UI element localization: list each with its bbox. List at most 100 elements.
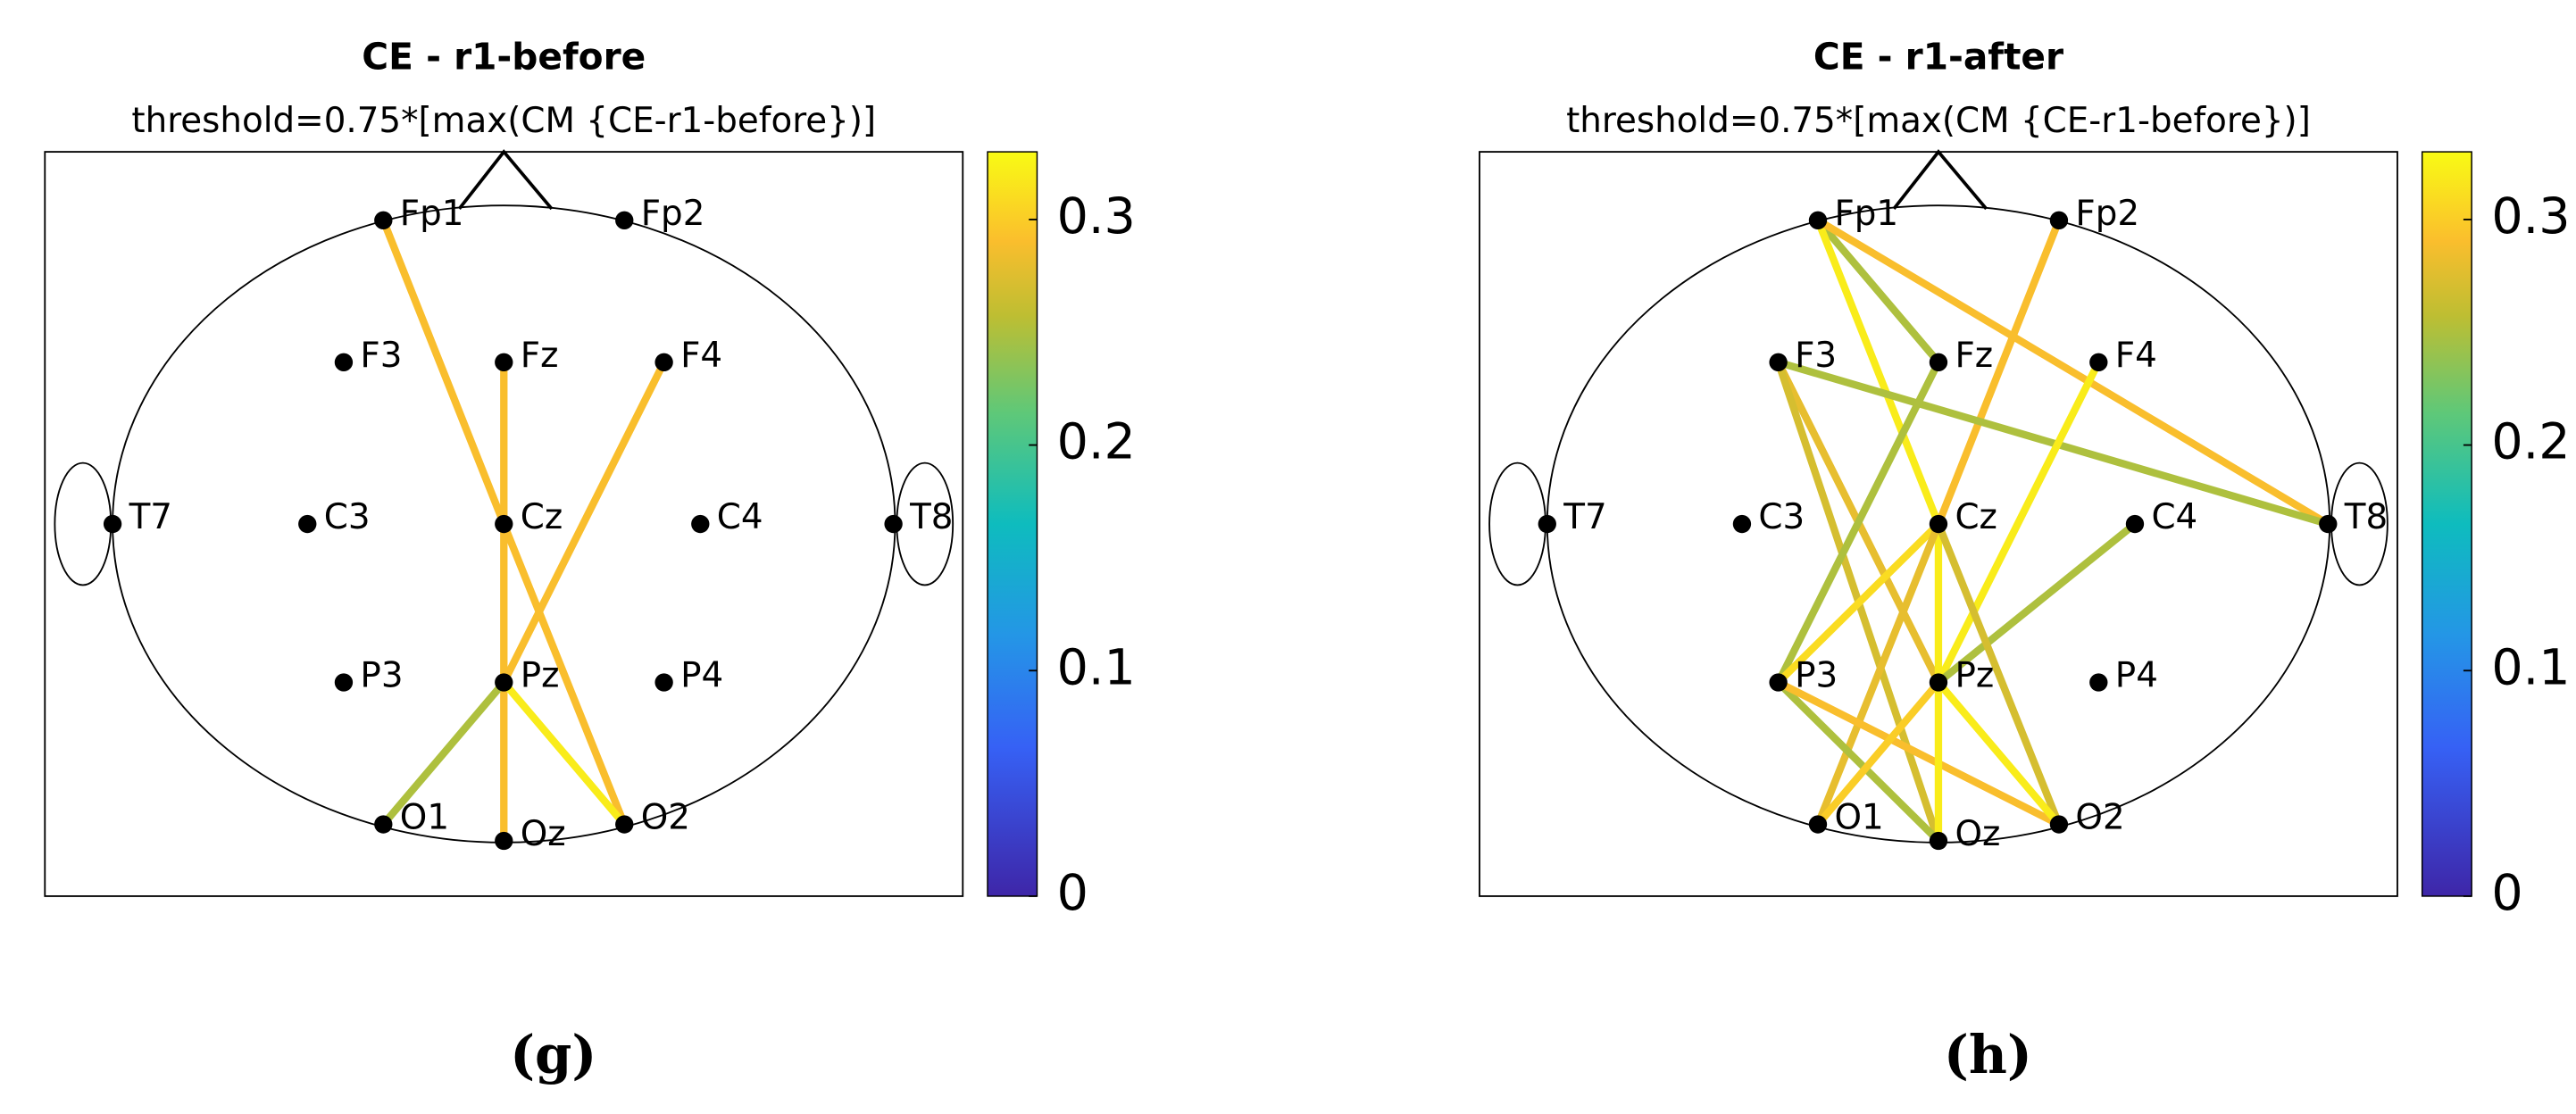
title: CE - r1-before xyxy=(362,36,646,79)
electrode-label: Fz xyxy=(521,336,559,376)
electrode-label: C4 xyxy=(717,497,763,537)
electrode-label: Fp1 xyxy=(1834,194,1898,234)
electrode-label: T7 xyxy=(1563,497,1606,537)
electrode-label: P4 xyxy=(2115,655,2158,695)
subtitle: threshold=0.75*[max(CM {CE-r1-before})] xyxy=(131,101,876,141)
connection xyxy=(1934,520,2139,686)
electrode-label: O1 xyxy=(1834,797,1883,837)
colorbar-tick-label: 0.1 xyxy=(1057,639,1136,696)
electrode xyxy=(884,514,903,534)
connection xyxy=(1774,678,1943,845)
electrode xyxy=(374,211,393,229)
connection xyxy=(500,678,629,828)
electrode-label: Fp1 xyxy=(400,194,464,234)
connection xyxy=(500,520,629,828)
electrode xyxy=(103,514,122,534)
electrode-label: Oz xyxy=(521,814,566,854)
connection xyxy=(1774,678,2063,828)
electrode-label: Fp2 xyxy=(641,194,705,234)
connection xyxy=(1813,216,2332,528)
nose xyxy=(457,149,554,211)
electrode xyxy=(1808,211,1828,229)
electrode-label: T8 xyxy=(909,497,953,537)
electrode-label: T7 xyxy=(129,497,172,537)
colorbar-tick-label: 0 xyxy=(2491,865,2522,922)
electrode-label: P3 xyxy=(360,655,403,695)
connection xyxy=(1774,520,1943,686)
connection xyxy=(1774,358,1943,686)
electrode xyxy=(654,673,673,692)
colorbar-tick-label: 0.3 xyxy=(2491,188,2570,245)
electrode xyxy=(615,815,634,834)
colorbar xyxy=(987,151,1038,897)
ear xyxy=(1488,461,1546,586)
electrode xyxy=(298,514,317,534)
electrode-label: P4 xyxy=(680,655,723,695)
connection xyxy=(379,216,508,528)
colorbar-tick-label: 0.2 xyxy=(1057,414,1136,471)
electrode-label: C3 xyxy=(324,497,371,537)
electrode-label: F3 xyxy=(360,336,402,376)
electrode xyxy=(615,211,634,229)
connection xyxy=(1934,216,2063,528)
electrode-label: O2 xyxy=(2075,797,2124,837)
electrode xyxy=(1929,514,1948,534)
electrode xyxy=(2125,514,2145,534)
electrode xyxy=(2049,211,2069,229)
electrode-label: F4 xyxy=(680,336,722,376)
nose xyxy=(1892,149,1988,211)
ear xyxy=(54,461,113,586)
electrode xyxy=(654,353,673,371)
colorbar-tick-label: 0.1 xyxy=(2491,639,2570,696)
panel: CE - r1-after threshold=0.75*[max(CM {CE-… xyxy=(1479,36,2571,1085)
electrode-label: C4 xyxy=(2151,497,2197,537)
panel: CE - r1-before threshold=0.75*[max(CM {CE… xyxy=(44,36,1136,1085)
electrode-label: F3 xyxy=(1795,336,1837,376)
electrode xyxy=(1808,815,1828,834)
electrode-label: T8 xyxy=(2344,497,2388,537)
electrode xyxy=(2089,673,2108,692)
electrode xyxy=(495,831,513,851)
electrode xyxy=(495,673,513,692)
connection xyxy=(1813,520,1943,828)
electrode xyxy=(2089,353,2108,371)
electrode xyxy=(1769,673,1788,692)
electrode-label: Fz xyxy=(1955,336,1993,376)
electrode xyxy=(1732,514,1752,534)
electrode xyxy=(334,673,354,692)
colorbar-tick-label: 0.2 xyxy=(2491,414,2570,471)
electrode-label: Pz xyxy=(1955,655,1994,695)
electrode-label: Fp2 xyxy=(2075,194,2139,234)
electrode xyxy=(1929,353,1948,371)
subtitle: threshold=0.75*[max(CM {CE-r1-before})] xyxy=(1566,101,2311,141)
connection xyxy=(1934,520,2063,828)
electrode-label: O2 xyxy=(641,797,690,837)
connection xyxy=(379,678,508,828)
electrode xyxy=(2319,514,2338,534)
electrode xyxy=(2049,815,2069,834)
electrode-label: C3 xyxy=(1758,497,1805,537)
electrode-label: F4 xyxy=(2115,336,2157,376)
electrode xyxy=(1929,673,1948,692)
caption: (h) xyxy=(1944,1023,2032,1085)
connection xyxy=(1934,358,2103,686)
electrode-label: O1 xyxy=(400,797,449,837)
electrode-label: P3 xyxy=(1795,655,1838,695)
colorbar xyxy=(2421,151,2472,897)
electrode xyxy=(1538,514,1556,534)
electrode xyxy=(495,514,513,534)
electrode-label: Pz xyxy=(521,655,560,695)
electrode-label: Cz xyxy=(521,497,563,537)
connection xyxy=(1813,678,1943,828)
electrode xyxy=(495,353,513,371)
caption: (g) xyxy=(510,1023,596,1085)
connection xyxy=(1813,216,1943,366)
connection xyxy=(1934,678,2063,828)
connection xyxy=(1774,358,2332,528)
electrode xyxy=(374,815,393,834)
connection xyxy=(1813,216,1943,528)
electrode xyxy=(1929,831,1948,851)
electrode xyxy=(691,514,710,534)
colorbar-tick-label: 0.3 xyxy=(1057,188,1136,245)
